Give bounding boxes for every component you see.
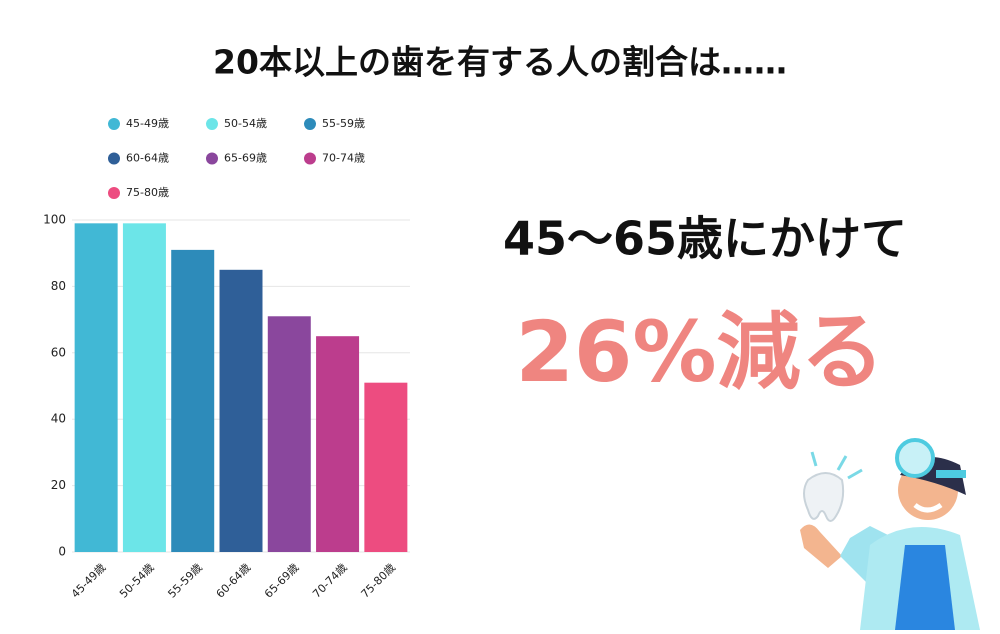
x-tick-label: 45-49歳 <box>69 561 109 601</box>
legend-swatch <box>304 152 316 165</box>
legend-label: 70-74歳 <box>322 152 365 165</box>
bar <box>267 316 311 552</box>
legend-swatch <box>206 118 218 130</box>
legend-swatch <box>108 187 120 199</box>
y-tick-label: 0 <box>58 545 66 559</box>
legend-swatch <box>206 152 218 165</box>
y-tick-label: 20 <box>51 478 66 492</box>
legend-swatch <box>108 152 120 165</box>
y-tick-label: 40 <box>51 412 66 426</box>
y-tick-label: 60 <box>51 345 66 359</box>
legend-swatch <box>108 118 120 130</box>
highlight: 26%減る <box>515 303 884 401</box>
legend-label: 75-80歳 <box>126 186 169 199</box>
bar <box>122 223 166 552</box>
bar <box>316 336 360 552</box>
title: 20本以上の歯を有する人の割合は…… <box>213 43 787 82</box>
legend-label: 65-69歳 <box>224 152 267 165</box>
x-tick-label: 70-74歳 <box>310 561 350 601</box>
legend-label: 55-59歳 <box>322 117 365 130</box>
bar <box>171 249 215 552</box>
x-tick-label: 65-69歳 <box>262 561 302 601</box>
y-tick-label: 80 <box>51 279 66 293</box>
dentist-illustration <box>800 438 980 630</box>
x-tick-label: 75-80歳 <box>359 561 399 601</box>
headline: 45～65歳にかけて <box>503 212 907 266</box>
legend-label: 50-54歳 <box>224 117 267 130</box>
legend-label: 45-49歳 <box>126 117 169 130</box>
legend-swatch <box>304 118 316 130</box>
bar <box>364 382 408 552</box>
x-tick-label: 55-59歳 <box>165 561 205 601</box>
bar <box>219 269 263 552</box>
bar <box>74 223 118 552</box>
legend-label: 60-64歳 <box>126 152 169 165</box>
x-tick-label: 60-64歳 <box>214 561 254 601</box>
x-tick-label: 50-54歳 <box>117 561 157 601</box>
y-tick-label: 100 <box>43 213 66 227</box>
